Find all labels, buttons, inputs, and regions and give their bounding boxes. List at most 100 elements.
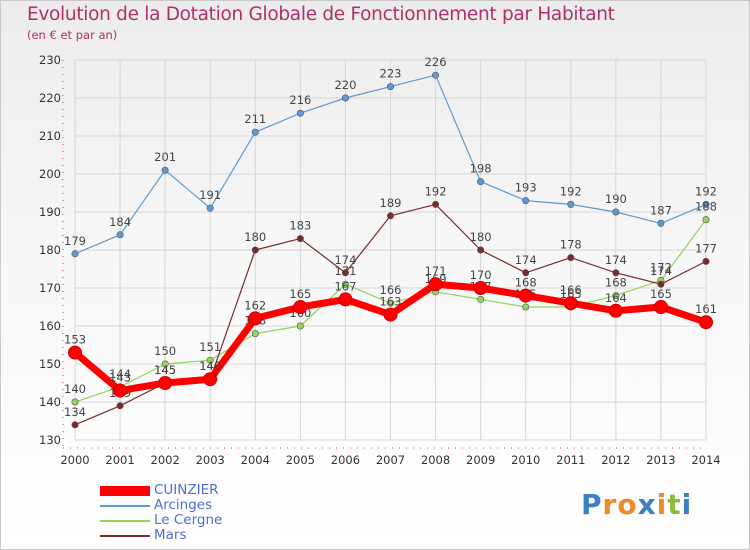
point-mars bbox=[477, 246, 485, 254]
data-label-arcinges: 192 bbox=[560, 184, 582, 198]
data-label-mars: 174 bbox=[334, 253, 356, 267]
data-label-arcinges: 220 bbox=[334, 78, 356, 92]
logo-letter: i bbox=[681, 488, 693, 521]
point-mars bbox=[116, 402, 124, 410]
data-label-le-cergne: 188 bbox=[695, 200, 717, 214]
data-label-mars: 178 bbox=[560, 238, 582, 252]
point-cuinzier bbox=[248, 311, 263, 326]
data-label-arcinges: 179 bbox=[64, 234, 86, 248]
point-arcinges bbox=[612, 208, 620, 216]
point-mars bbox=[432, 200, 440, 208]
x-tick-label: 2010 bbox=[511, 453, 540, 467]
x-tick-label: 2009 bbox=[466, 453, 495, 467]
data-label-mars: 183 bbox=[289, 219, 311, 233]
x-tick-label: 2003 bbox=[196, 453, 225, 467]
point-arcinges bbox=[432, 71, 440, 79]
data-label-le-cergne: 144 bbox=[109, 367, 131, 381]
data-label-mars: 180 bbox=[470, 230, 492, 244]
data-label-arcinges: 184 bbox=[109, 215, 131, 229]
data-label-le-cergne: 168 bbox=[605, 276, 627, 290]
data-label-arcinges: 216 bbox=[289, 93, 311, 107]
point-arcinges bbox=[341, 94, 349, 102]
legend-swatch bbox=[100, 520, 150, 522]
data-label-arcinges: 201 bbox=[154, 150, 176, 164]
point-le-cergne bbox=[702, 216, 710, 224]
data-label-arcinges: 187 bbox=[650, 203, 672, 217]
point-arcinges bbox=[702, 200, 710, 208]
point-arcinges bbox=[386, 83, 394, 91]
logo-letter: i bbox=[656, 488, 668, 521]
data-label-cuinzier: 167 bbox=[334, 279, 356, 293]
point-le-cergne bbox=[251, 330, 259, 338]
point-cuinzier bbox=[563, 296, 578, 311]
data-label-le-cergne: 150 bbox=[154, 344, 176, 358]
point-arcinges bbox=[251, 128, 259, 136]
point-arcinges bbox=[477, 178, 485, 186]
y-tick-label: 220 bbox=[39, 91, 61, 105]
data-label-cuinzier: 170 bbox=[470, 268, 492, 282]
data-label-cuinzier: 161 bbox=[695, 302, 717, 316]
legend-swatch bbox=[100, 505, 150, 507]
point-le-cergne bbox=[71, 398, 79, 406]
data-label-arcinges: 192 bbox=[695, 184, 717, 198]
x-tick-label: 2006 bbox=[331, 453, 360, 467]
x-tick-label: 2001 bbox=[105, 453, 134, 467]
data-label-mars: 180 bbox=[244, 230, 266, 244]
point-mars bbox=[251, 246, 259, 254]
point-arcinges bbox=[161, 166, 169, 174]
x-tick-label: 2007 bbox=[376, 453, 405, 467]
data-label-le-cergne: 166 bbox=[380, 283, 402, 297]
y-tick-label: 200 bbox=[39, 167, 61, 181]
data-label-mars: 174 bbox=[515, 253, 537, 267]
point-mars bbox=[522, 269, 530, 277]
y-tick-label: 210 bbox=[39, 129, 61, 143]
data-label-le-cergne: 151 bbox=[199, 340, 221, 354]
x-tick-label: 2011 bbox=[556, 453, 585, 467]
data-label-mars: 174 bbox=[650, 264, 672, 278]
data-label-mars: 189 bbox=[380, 196, 402, 210]
y-tick-label: 130 bbox=[39, 433, 61, 447]
point-mars bbox=[657, 280, 665, 288]
point-mars bbox=[702, 257, 710, 265]
y-tick-label: 190 bbox=[39, 205, 61, 219]
x-tick-label: 2014 bbox=[691, 453, 720, 467]
data-label-mars: 192 bbox=[425, 184, 447, 198]
legend-swatch bbox=[100, 486, 150, 496]
y-tick-label: 180 bbox=[39, 243, 61, 257]
point-cuinzier bbox=[203, 372, 218, 387]
data-label-cuinzier: 171 bbox=[425, 264, 447, 278]
data-label-mars: 174 bbox=[605, 253, 627, 267]
x-tick-label: 2004 bbox=[241, 453, 270, 467]
x-tick-label: 2002 bbox=[151, 453, 180, 467]
legend-label: Mars bbox=[154, 527, 187, 543]
data-label-cuinzier: 146 bbox=[199, 359, 221, 373]
data-label-arcinges: 198 bbox=[470, 162, 492, 176]
point-le-cergne bbox=[296, 322, 304, 330]
legend-label: Le Cergne bbox=[154, 512, 223, 528]
point-le-cergne bbox=[161, 360, 169, 368]
point-mars bbox=[612, 269, 620, 277]
point-arcinges bbox=[567, 200, 575, 208]
data-label-cuinzier: 162 bbox=[244, 298, 266, 312]
point-le-cergne bbox=[612, 292, 620, 300]
x-tick-label: 2000 bbox=[60, 453, 89, 467]
chart-subtitle: (en € et par an) bbox=[27, 28, 118, 42]
data-label-cuinzier: 164 bbox=[605, 291, 627, 305]
proxiti-logo: Proxiti bbox=[581, 488, 692, 521]
point-mars bbox=[71, 421, 79, 429]
point-cuinzier bbox=[653, 300, 668, 314]
data-label-cuinzier: 163 bbox=[380, 295, 402, 309]
data-label-cuinzier: 166 bbox=[560, 283, 582, 297]
point-mars bbox=[386, 212, 394, 220]
x-tick-label: 2013 bbox=[646, 453, 675, 467]
point-mars bbox=[296, 235, 304, 243]
point-cuinzier bbox=[428, 277, 443, 292]
point-arcinges bbox=[522, 197, 530, 205]
point-cuinzier bbox=[338, 292, 353, 307]
point-le-cergne bbox=[386, 299, 394, 307]
data-label-mars: 134 bbox=[64, 405, 86, 419]
data-label-arcinges: 211 bbox=[244, 112, 266, 126]
legend-swatch bbox=[100, 535, 150, 537]
data-label-cuinzier: 153 bbox=[64, 333, 86, 347]
